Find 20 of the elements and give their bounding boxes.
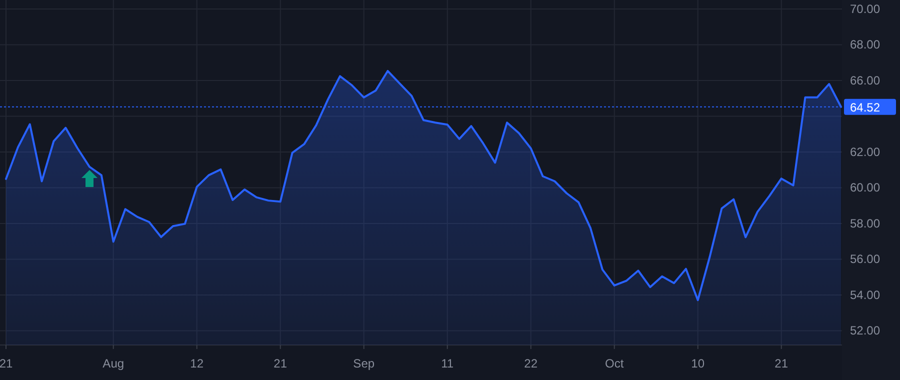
x-tick-label: Sep — [353, 356, 375, 371]
ref-line-label: 64.52 — [850, 100, 880, 114]
y-tick-label: 54.00 — [850, 288, 880, 302]
y-tick-label: 60.00 — [850, 180, 880, 195]
y-tick-label: 52.00 — [850, 324, 880, 338]
y-tick-label: 66.00 — [850, 73, 880, 88]
y-tick-label: 70.00 — [850, 2, 880, 16]
x-tick-label: 21 — [0, 356, 13, 371]
x-tick-label: 11 — [441, 356, 454, 371]
y-tick-label: 56.00 — [850, 252, 880, 266]
x-tick-label: 12 — [190, 356, 204, 371]
x-tick-label: Aug — [102, 356, 124, 371]
x-tick-label: 10 — [691, 356, 705, 371]
y-tick-label: 68.00 — [850, 38, 880, 52]
y-tick-label: 58.00 — [850, 216, 880, 230]
y-tick-label: 62.00 — [850, 144, 880, 159]
x-tick-label: Oct — [605, 356, 624, 371]
x-tick-label: 22 — [524, 356, 538, 371]
x-tick-label: 21 — [274, 356, 288, 371]
x-tick-label: 21 — [774, 356, 788, 371]
